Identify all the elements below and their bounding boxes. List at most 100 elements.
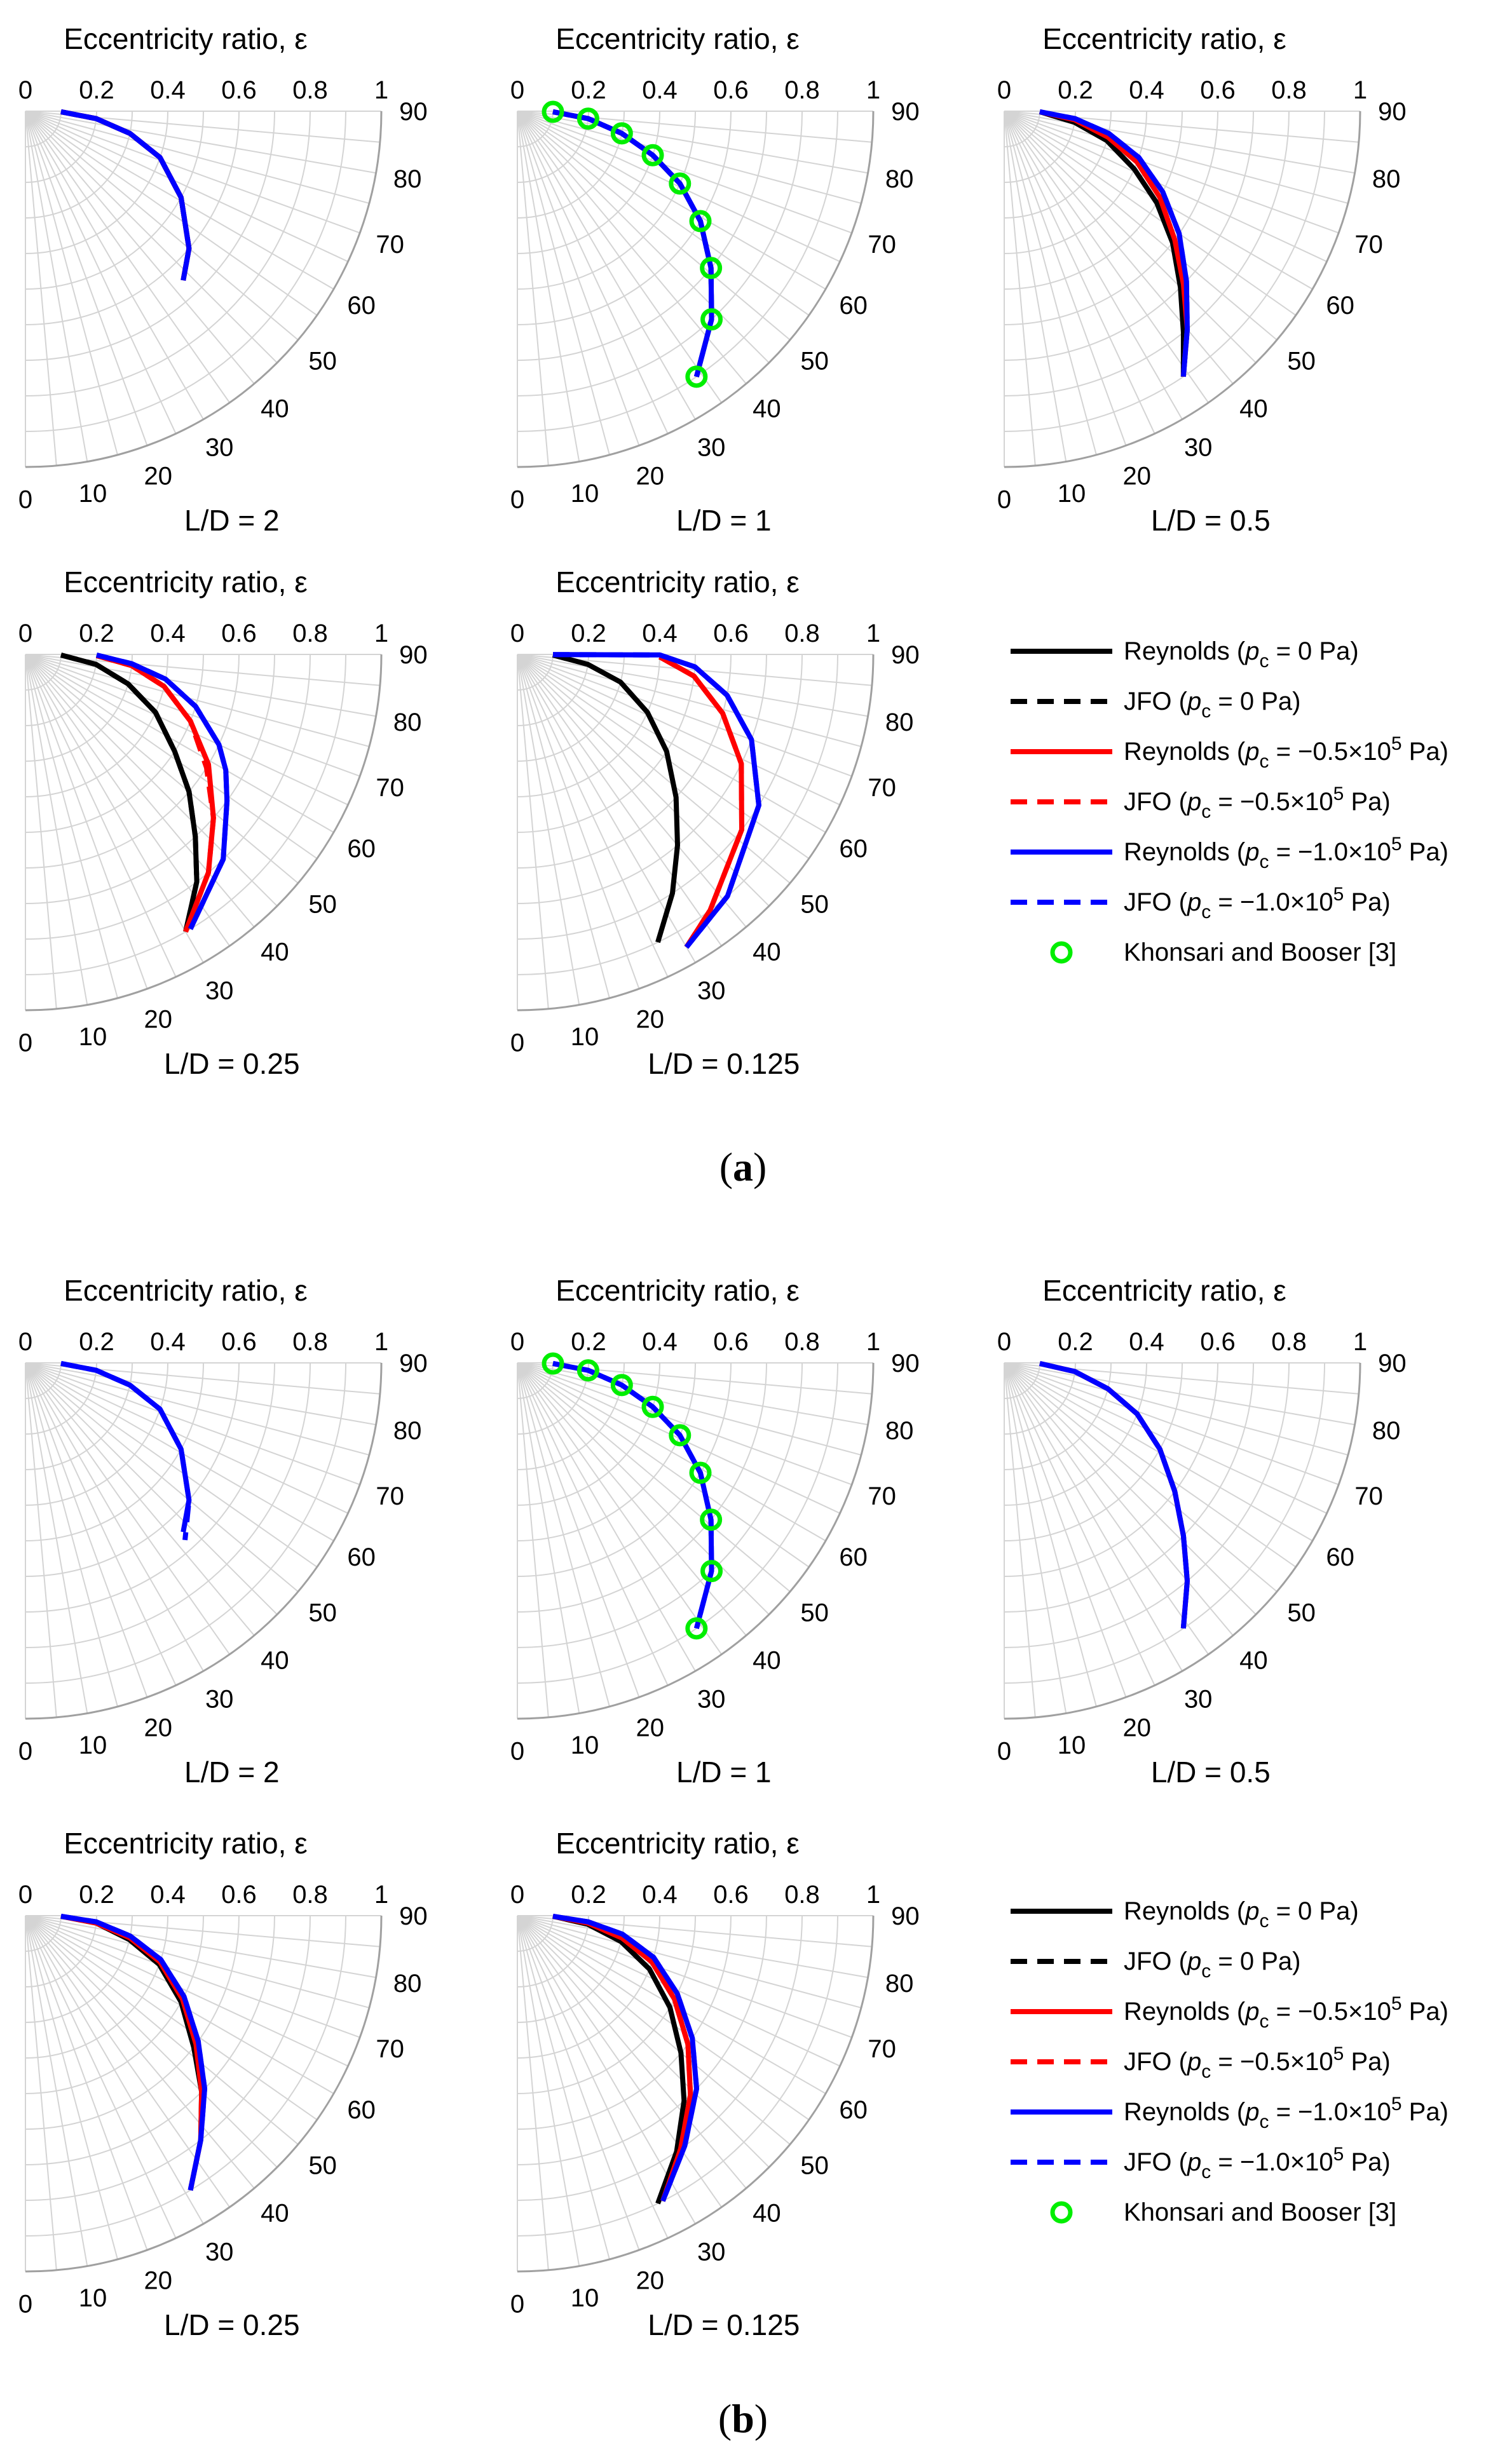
angle-tick-label: 0 [997,485,1011,513]
angle-tick-label: 20 [144,463,173,491]
series-line [552,1914,699,2202]
angle-tick-label: 70 [1354,1482,1383,1510]
radius-gridline [25,1362,346,1684]
angle-tick-label: 40 [1239,395,1268,423]
angle-tick-label: 60 [839,835,868,863]
radial-tick-label: 1 [1353,76,1367,104]
angle-tick-label: 90 [891,98,920,126]
radial-tick-label: 1 [374,1881,388,1909]
series-line [552,109,714,377]
radius-gridline [517,1362,838,1684]
legend-item: JFO (pc = −0.5×105 Pa) [1011,2043,1391,2082]
legend-item: Reynolds (pc = −1.0×105 Pa) [1011,834,1449,872]
angle-tick-label: 40 [753,1647,781,1675]
legend-item: JFO (pc = 0 Pa) [1011,687,1300,722]
radius-gridline [517,1915,875,2273]
series-line [96,653,230,930]
radial-tick-label: 0.8 [292,619,328,647]
radius-gridline [517,654,554,691]
radius-gridline [517,654,696,833]
angle-tick-label: 20 [636,1006,665,1034]
radius-gridline [25,1915,240,2130]
radius-gridline [517,1362,660,1506]
angle-tick-label: 20 [1123,1714,1152,1742]
radial-tick-label: 0.6 [1200,1328,1236,1356]
chart-title: L/D = 1 [676,1756,772,1789]
legend-item: Reynolds (pc = −1.0×105 Pa) [1011,2094,1449,2132]
radial-tick-label: 0 [18,76,32,104]
radial-tick-label: 1 [866,1328,880,1356]
angle-tick-label: 70 [868,2035,896,2063]
reference-marker [610,1374,633,1397]
angle-tick-label: 0 [510,2290,524,2318]
radius-gridline [25,1915,97,1987]
polar-chart: 0 0.2 0.4 0.6 0.8 10 102030405060708090Eccentr… [997,1274,1407,1789]
series-line [60,1361,192,1541]
legend-item: Khonsari and Booser [3] [1050,2198,1396,2226]
chart-title: L/D = 0.5 [1151,1756,1271,1789]
polar-chart: 0 0.2 0.4 0.6 0.8 10 102030405060708090Eccentr… [510,565,920,1080]
reference-marker [542,1352,564,1375]
angle-tick-label: 90 [399,641,428,669]
radius-gridline [25,654,204,833]
radial-tick-label: 1 [374,76,388,104]
angle-tick-label: 30 [1184,1686,1213,1714]
angle-tick-label: 20 [636,1714,665,1742]
radius-gridline [517,654,625,762]
radius-gridline [25,1362,383,1720]
radius-gridline [1004,111,1290,396]
angle-tick-label: 30 [205,977,234,1005]
radial-tick-label: 0.8 [1271,1328,1307,1356]
angle-tick-label: 60 [839,292,868,320]
angle-tick-label: 60 [1326,1543,1354,1571]
angle-tick-label: 80 [885,708,914,736]
reference-marker [689,1461,712,1484]
radial-tick-label: 0.2 [1058,1328,1093,1356]
radius-gridline [517,1362,554,1399]
angle-tick-label: 50 [1287,1599,1316,1627]
axis-title: Eccentricity ratio, ε [64,22,308,55]
chart-title: L/D = 0.125 [648,1047,800,1080]
radius-gridline [25,1362,275,1613]
radial-tick-label: 0.2 [1058,76,1093,104]
radial-tick-label: 0.2 [571,1328,606,1356]
chart-title: L/D = 1 [676,504,772,537]
series-line [95,653,216,933]
angle-tick-label: 60 [347,1543,376,1571]
reference-marker [576,1359,599,1382]
radius-gridline [517,1915,660,2059]
angle-tick-label: 90 [891,1350,920,1378]
radial-tick-label: 0.6 [713,1328,749,1356]
axis-title: Eccentricity ratio, ε [556,22,800,55]
legend-marker [1050,941,1073,964]
radial-tick-label: 0.4 [1129,76,1164,104]
radius-gridline [25,1915,346,2237]
series-line [1039,109,1186,377]
angle-tick-label: 50 [1287,347,1316,375]
legend-label: Reynolds (pc = 0 Pa) [1124,1897,1359,1932]
legend-item: Reynolds (pc = −0.5×105 Pa) [1011,733,1449,772]
polar-chart: 0 0.2 0.4 0.6 0.8 10 102030405060708090Eccentr… [510,1827,920,2341]
angle-tick-label: 70 [376,2035,404,2063]
series-line [1039,1361,1190,1629]
radial-tick-label: 1 [866,1881,880,1909]
reference-marker [700,1508,723,1531]
polar-chart: 0 0.2 0.4 0.6 0.8 10 102030405060708090Eccentr… [18,1274,428,1789]
angle-tick-label: 50 [308,2151,337,2179]
radius-gridline [517,111,767,361]
angle-tick-label: 80 [885,1970,914,1998]
legend-item: Reynolds (pc = 0 Pa) [1011,637,1359,672]
chart-title: L/D = 0.25 [164,1047,300,1080]
angle-tick-label: 50 [308,347,337,375]
angle-tick-label: 90 [1378,98,1407,126]
angle-tick-label: 70 [376,231,404,259]
angle-tick-label: 90 [399,98,428,126]
angle-tick-label: 80 [885,1417,914,1445]
angle-tick-label: 10 [79,1731,107,1759]
angle-tick-label: 10 [571,1023,599,1051]
axis-title: Eccentricity ratio, ε [556,1274,800,1307]
angle-tick-label: 80 [393,1970,422,1998]
radial-tick-label: 0.6 [221,76,257,104]
angle-tick-label: 30 [205,2238,234,2266]
radius-gridline [517,1915,554,1952]
